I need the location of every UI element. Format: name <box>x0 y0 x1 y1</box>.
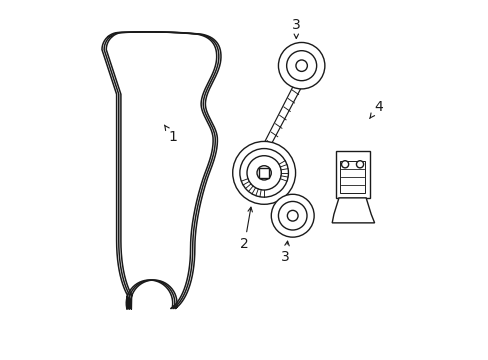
Polygon shape <box>331 198 374 223</box>
Circle shape <box>286 51 316 81</box>
Polygon shape <box>259 168 269 178</box>
Text: 3: 3 <box>291 18 300 39</box>
Circle shape <box>271 194 313 237</box>
Bar <box>339 161 365 193</box>
Circle shape <box>356 161 363 168</box>
Circle shape <box>341 161 348 168</box>
Circle shape <box>295 60 307 71</box>
Text: 3: 3 <box>281 241 289 264</box>
Text: 4: 4 <box>369 100 382 118</box>
Polygon shape <box>335 152 369 198</box>
Circle shape <box>278 202 306 230</box>
Text: 1: 1 <box>164 125 177 144</box>
Text: 2: 2 <box>240 207 252 251</box>
Circle shape <box>240 149 288 197</box>
Circle shape <box>278 42 324 89</box>
Circle shape <box>257 166 271 180</box>
Circle shape <box>287 210 298 221</box>
Circle shape <box>246 156 281 190</box>
Circle shape <box>232 141 295 204</box>
